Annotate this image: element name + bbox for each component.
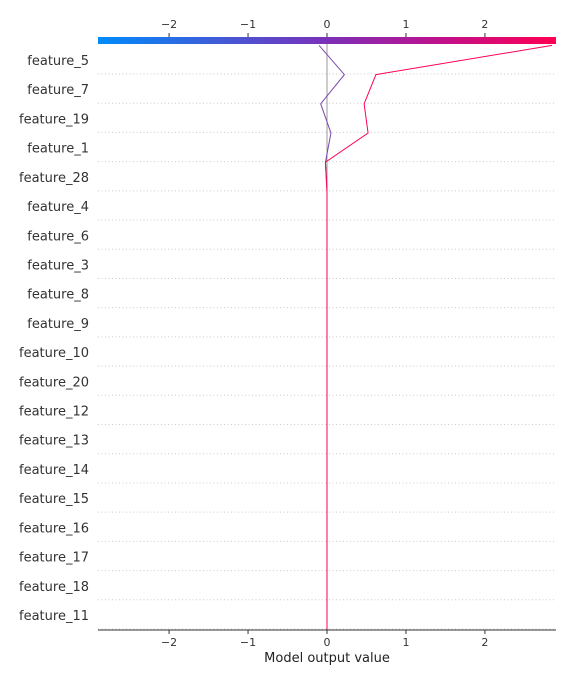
feature-label: feature_9 (27, 317, 89, 332)
bottom-tick-label: 2 (481, 636, 488, 649)
top-tick-label: −2 (161, 18, 177, 31)
feature-label: feature_6 (27, 229, 89, 244)
top-tick-label: −1 (240, 18, 256, 31)
bottom-tick-label: 1 (402, 636, 409, 649)
feature-label: feature_18 (19, 580, 89, 595)
bottom-axis: −2 −1 0 1 2 (161, 630, 488, 649)
top-tick-label: 0 (324, 18, 331, 31)
x-axis-title: Model output value (264, 651, 390, 666)
feature-label: feature_19 (19, 112, 89, 127)
series-lines (318, 44, 553, 630)
feature-label: feature_11 (19, 609, 89, 624)
top-axis: −2 −1 0 1 2 (161, 18, 488, 37)
feature-labels: feature_5 feature_7 feature_19 feature_1fea… (19, 54, 89, 624)
series-line (324, 44, 553, 630)
grid-lines (98, 73, 556, 630)
feature-label: feature_14 (19, 463, 89, 478)
feature-label: feature_7 (27, 83, 89, 98)
bottom-tick-label: 0 (324, 636, 331, 649)
feature-label: feature_4 (27, 200, 89, 215)
feature-label: feature_15 (19, 492, 89, 507)
feature-label: feature_10 (19, 346, 89, 361)
feature-label: feature_13 (19, 434, 89, 449)
feature-label: feature_16 (19, 521, 89, 536)
bottom-tick-label: −1 (240, 636, 256, 649)
bottom-tick-label: −2 (161, 636, 177, 649)
feature-label: feature_1 (27, 142, 89, 157)
feature-label: feature_3 (27, 258, 89, 273)
top-tick-label: 2 (481, 18, 488, 31)
series-line (318, 45, 346, 630)
feature-label: feature_28 (19, 171, 89, 186)
feature-label: feature_17 (19, 551, 89, 566)
feature-label: feature_12 (19, 405, 89, 420)
colorbar (98, 37, 556, 44)
top-tick-label: 1 (402, 18, 409, 31)
feature-label: feature_20 (19, 375, 89, 390)
feature-label: feature_8 (27, 288, 89, 303)
feature-label: feature_5 (27, 54, 89, 69)
